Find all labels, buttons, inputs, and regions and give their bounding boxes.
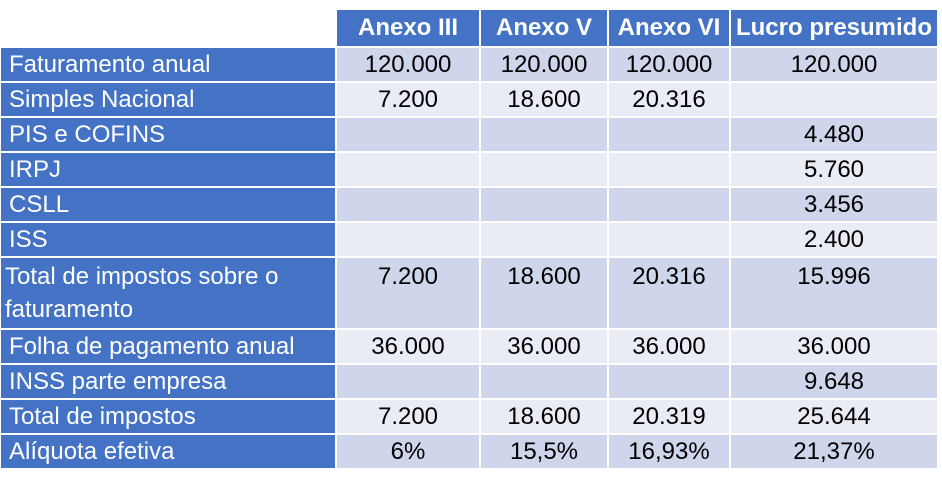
table-cell <box>336 187 480 222</box>
header-row: Anexo III Anexo V Anexo VI Lucro presumi… <box>0 9 938 47</box>
header-lucro-presumido: Lucro presumido <box>730 9 938 47</box>
table-cell <box>336 222 480 257</box>
table-cell: 18.600 <box>480 82 608 117</box>
table-cell <box>336 152 480 187</box>
table-cell: 18.600 <box>480 399 608 434</box>
table-row: PIS e COFINS 4.480 <box>0 117 938 152</box>
row-label: Folha de pagamento anual <box>0 329 336 364</box>
table-cell: 7.200 <box>336 257 480 329</box>
row-label: Simples Nacional <box>0 82 336 117</box>
table-row: CSLL 3.456 <box>0 187 938 222</box>
row-label: PIS e COFINS <box>0 117 336 152</box>
table-cell <box>608 152 730 187</box>
table-cell: 5.760 <box>730 152 938 187</box>
row-label: ISS <box>0 222 336 257</box>
table-cell: 2.400 <box>730 222 938 257</box>
table-cell <box>608 117 730 152</box>
table-cell: 15,5% <box>480 434 608 469</box>
table-cell <box>336 117 480 152</box>
table-cell: 4.480 <box>730 117 938 152</box>
table-row: Total de impostos sobre o faturamento 7.… <box>0 257 938 329</box>
table-cell: 36.000 <box>608 329 730 364</box>
table-cell <box>608 222 730 257</box>
table-cell: 20.316 <box>608 82 730 117</box>
table-cell <box>730 82 938 117</box>
table-cell: 9.648 <box>730 364 938 399</box>
table-body: Faturamento anual 120.000 120.000 120.00… <box>0 47 938 469</box>
table-cell: 7.200 <box>336 82 480 117</box>
table-cell: 36.000 <box>336 329 480 364</box>
row-label: INSS parte empresa <box>0 364 336 399</box>
table-cell <box>480 364 608 399</box>
table-cell: 20.319 <box>608 399 730 434</box>
table-row: Faturamento anual 120.000 120.000 120.00… <box>0 47 938 82</box>
table-row: IRPJ 5.760 <box>0 152 938 187</box>
table-cell <box>480 222 608 257</box>
table-cell: 16,93% <box>608 434 730 469</box>
table-cell: 15.996 <box>730 257 938 329</box>
table-cell: 120.000 <box>608 47 730 82</box>
row-label: Total de impostos <box>0 399 336 434</box>
table-cell: 3.456 <box>730 187 938 222</box>
header-corner <box>0 9 336 47</box>
table-cell: 25.644 <box>730 399 938 434</box>
table-cell <box>480 152 608 187</box>
table-cell: 18.600 <box>480 257 608 329</box>
table-cell: 6% <box>336 434 480 469</box>
header-anexo-v: Anexo V <box>480 9 608 47</box>
table-header: Anexo III Anexo V Anexo VI Lucro presumi… <box>0 9 938 47</box>
table-row: Simples Nacional 7.200 18.600 20.316 <box>0 82 938 117</box>
table-cell <box>480 117 608 152</box>
table-row: Alíquota efetiva 6% 15,5% 16,93% 21,37% <box>0 434 938 469</box>
tax-comparison-table: Anexo III Anexo V Anexo VI Lucro presumi… <box>0 9 938 469</box>
table-cell: 120.000 <box>480 47 608 82</box>
table-cell: 120.000 <box>336 47 480 82</box>
row-label: Faturamento anual <box>0 47 336 82</box>
table-cell <box>336 364 480 399</box>
table-cell <box>608 187 730 222</box>
table-row: Folha de pagamento anual 36.000 36.000 3… <box>0 329 938 364</box>
table-cell: 120.000 <box>730 47 938 82</box>
table-row: ISS 2.400 <box>0 222 938 257</box>
table-cell <box>480 187 608 222</box>
table-row: Total de impostos 7.200 18.600 20.319 25… <box>0 399 938 434</box>
table-cell: 36.000 <box>730 329 938 364</box>
row-label: Total de impostos sobre o faturamento <box>0 257 336 329</box>
table-cell: 7.200 <box>336 399 480 434</box>
table-cell: 36.000 <box>480 329 608 364</box>
table-row: INSS parte empresa 9.648 <box>0 364 938 399</box>
table-cell: 21,37% <box>730 434 938 469</box>
header-anexo-vi: Anexo VI <box>608 9 730 47</box>
row-label: Alíquota efetiva <box>0 434 336 469</box>
row-label: CSLL <box>0 187 336 222</box>
row-label: IRPJ <box>0 152 336 187</box>
header-anexo-iii: Anexo III <box>336 9 480 47</box>
table-cell: 20.316 <box>608 257 730 329</box>
table-cell <box>608 364 730 399</box>
